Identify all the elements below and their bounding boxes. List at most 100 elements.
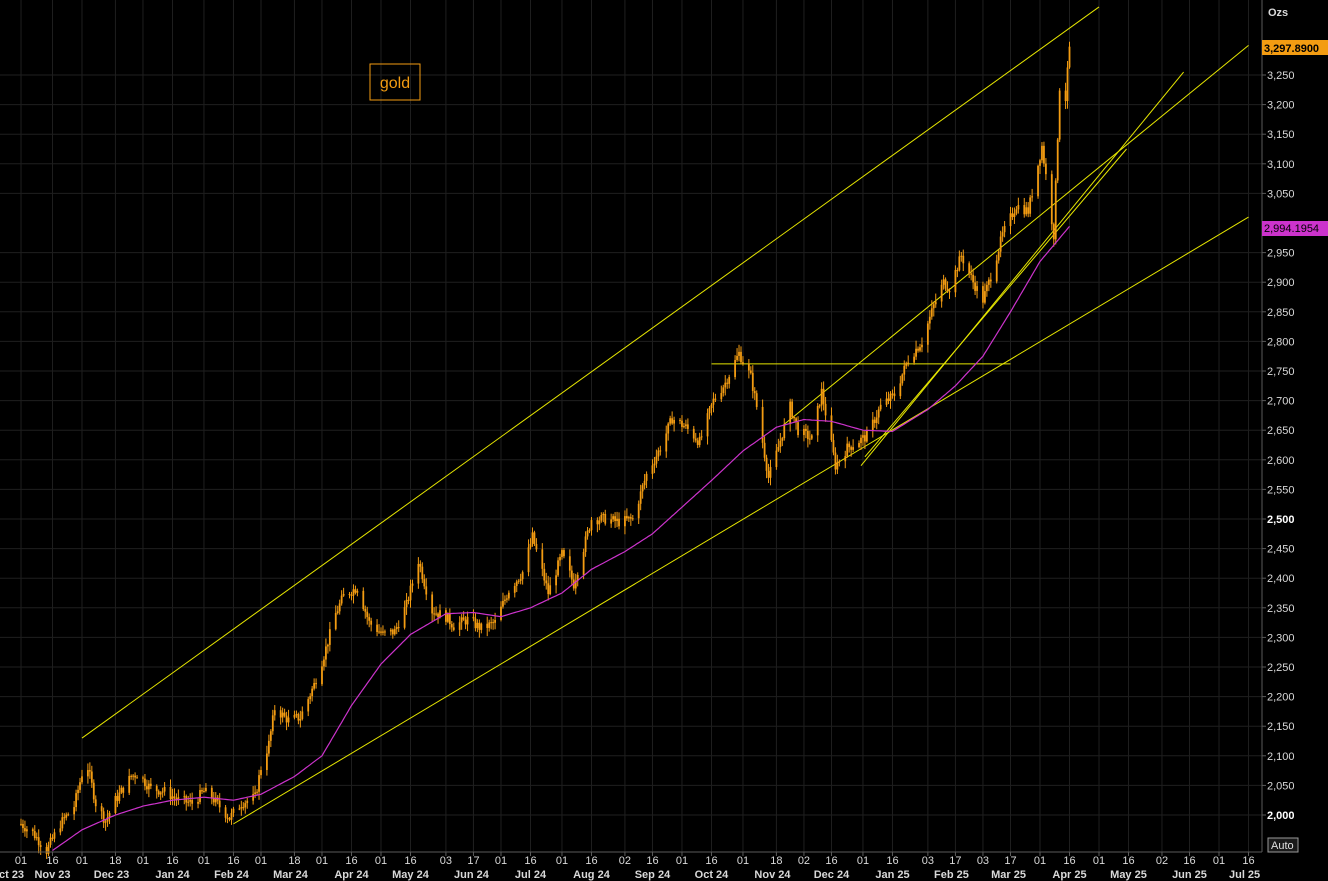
candle-body bbox=[995, 260, 998, 282]
candle-body bbox=[962, 255, 965, 264]
y-tick-label: 2,950 bbox=[1267, 248, 1295, 260]
y-tick-label: 3,100 bbox=[1267, 159, 1295, 171]
x-month-label: Jul 25 bbox=[1229, 869, 1260, 881]
x-month-label: Jun 25 bbox=[1172, 869, 1207, 881]
candle-body bbox=[161, 791, 164, 793]
candle-body bbox=[356, 590, 359, 593]
candle-body bbox=[948, 290, 951, 293]
candle-body bbox=[555, 575, 557, 586]
candle-body bbox=[639, 491, 642, 504]
candle-body bbox=[844, 456, 847, 462]
candle-body bbox=[325, 646, 327, 660]
candle-body bbox=[120, 787, 123, 793]
candle-body bbox=[94, 799, 97, 807]
candle-body bbox=[624, 516, 626, 527]
candle-body bbox=[637, 503, 640, 519]
candle-body bbox=[437, 613, 439, 618]
candle-body bbox=[940, 284, 943, 302]
candle-body bbox=[421, 566, 424, 580]
candle-body bbox=[901, 374, 904, 384]
candle-body bbox=[144, 778, 146, 787]
candle-body bbox=[67, 814, 70, 816]
candle-body bbox=[769, 467, 772, 478]
y-tick-label: 2,450 bbox=[1267, 544, 1295, 556]
candle-body bbox=[448, 613, 451, 625]
candle-body bbox=[226, 817, 229, 819]
candle-body bbox=[86, 770, 89, 777]
candle-body bbox=[35, 837, 38, 839]
candle-body bbox=[765, 457, 768, 471]
candle-body bbox=[864, 435, 866, 442]
candle-body bbox=[492, 622, 495, 624]
candle-body bbox=[37, 837, 40, 846]
candle-body bbox=[100, 806, 103, 812]
trendline bbox=[860, 71, 1184, 467]
candle-body bbox=[921, 344, 923, 348]
candle-body bbox=[307, 699, 310, 712]
x-month-label: Mar 25 bbox=[991, 869, 1026, 881]
last-price-value: 3,297.8900 bbox=[1264, 43, 1319, 55]
candle-body bbox=[568, 556, 571, 571]
x-month-label: Feb 24 bbox=[214, 869, 250, 881]
candle-body bbox=[747, 363, 750, 371]
x-month-label: Jan 25 bbox=[875, 869, 909, 881]
candle-body bbox=[742, 362, 744, 364]
candle-body bbox=[767, 470, 770, 478]
candle-body bbox=[1013, 213, 1016, 218]
candle-body bbox=[838, 461, 841, 463]
candle-body bbox=[858, 443, 860, 448]
candle-body bbox=[460, 617, 463, 623]
candle-body bbox=[340, 595, 343, 604]
candle-body bbox=[47, 844, 50, 854]
auto-button-label[interactable]: Auto bbox=[1271, 840, 1294, 852]
y-tick-label: 3,200 bbox=[1267, 100, 1295, 112]
candle-body bbox=[254, 792, 256, 794]
candle-body bbox=[547, 583, 550, 595]
x-tick-label: 02 bbox=[798, 855, 810, 867]
candle-body bbox=[736, 355, 738, 361]
x-tick-label: 16 bbox=[825, 855, 837, 867]
candle-body bbox=[753, 391, 756, 394]
candle-body bbox=[875, 417, 878, 424]
candle-body bbox=[919, 347, 921, 351]
candle-body bbox=[480, 623, 483, 630]
candle-body bbox=[321, 666, 323, 685]
candle-body bbox=[696, 440, 699, 445]
candle-body bbox=[334, 612, 337, 630]
x-tick-label: 01 bbox=[1034, 855, 1046, 867]
candle-body bbox=[926, 323, 929, 345]
ma-value-tag: 2,994.1954 bbox=[1262, 221, 1328, 236]
x-month-label: Feb 25 bbox=[934, 869, 969, 881]
candle-body bbox=[795, 418, 797, 423]
candle-body bbox=[987, 279, 990, 285]
candle-body bbox=[783, 423, 786, 439]
x-tick-label: 01 bbox=[316, 855, 328, 867]
candle-body bbox=[439, 610, 441, 618]
x-tick-label: 02 bbox=[619, 855, 631, 867]
candle-body bbox=[700, 436, 703, 438]
candle-body bbox=[352, 589, 355, 596]
candle-body bbox=[822, 388, 825, 404]
candle-body bbox=[541, 549, 544, 569]
candle-body bbox=[645, 473, 648, 481]
candle-body bbox=[476, 622, 479, 629]
y-tick-label: 3,250 bbox=[1267, 70, 1295, 82]
candle-body bbox=[342, 594, 345, 596]
legend-box: gold bbox=[369, 63, 421, 101]
candle-body bbox=[323, 659, 325, 667]
candle-body bbox=[267, 740, 270, 754]
auto-scale-button[interactable]: Auto bbox=[1267, 837, 1299, 853]
candle-body bbox=[954, 270, 957, 293]
candle-body bbox=[218, 800, 221, 808]
candle-body bbox=[210, 787, 213, 799]
candle-body bbox=[584, 536, 587, 552]
candle-body bbox=[106, 817, 109, 822]
candle-body bbox=[201, 790, 203, 792]
candle-body bbox=[887, 398, 890, 401]
candle-body bbox=[1052, 224, 1055, 240]
x-month-label: Oct 23 bbox=[0, 869, 24, 881]
candle-body bbox=[590, 520, 593, 531]
candle-body bbox=[354, 589, 357, 593]
candle-body bbox=[75, 793, 77, 808]
auto-button-frame[interactable] bbox=[1267, 837, 1299, 853]
